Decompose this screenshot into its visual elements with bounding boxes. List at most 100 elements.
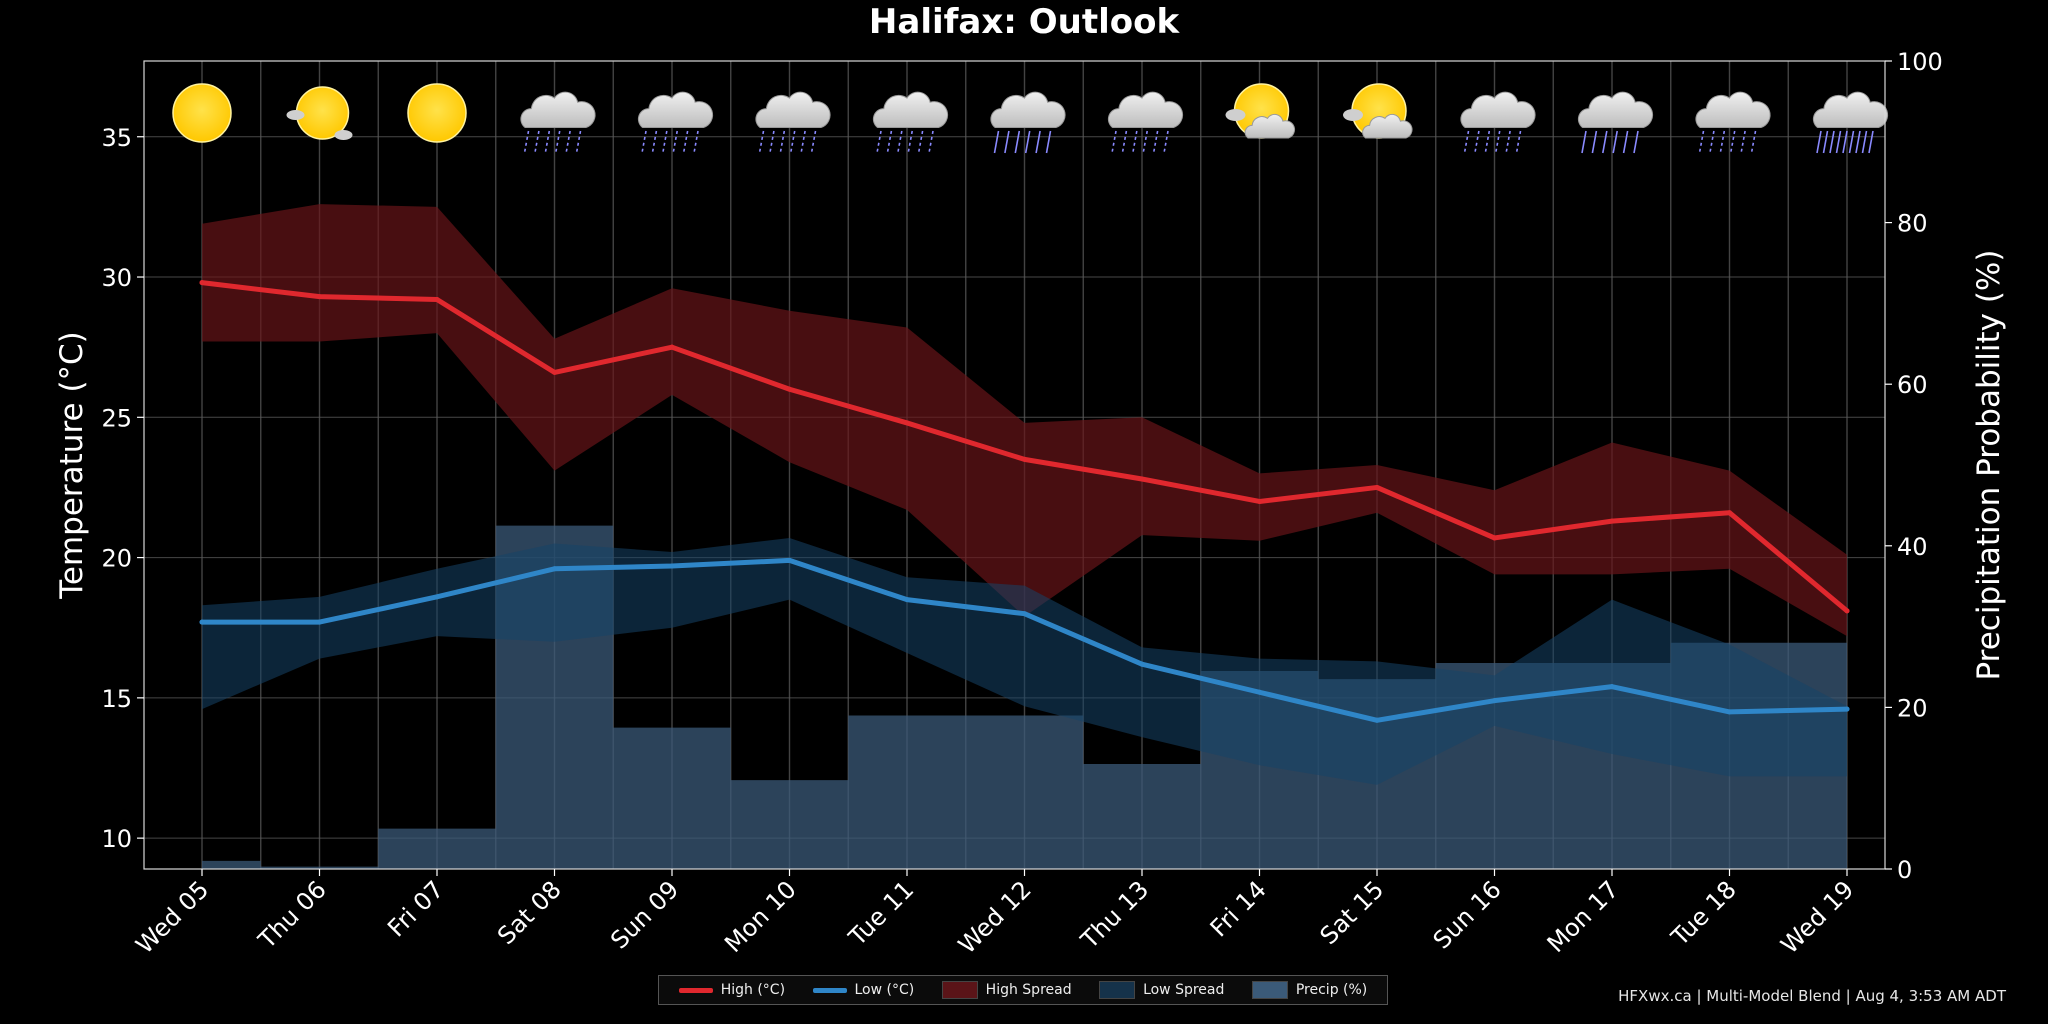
small-cloud-icon [1225,109,1246,121]
rain-drop [523,130,530,154]
cloud-icon [872,91,949,128]
rain-drop [1024,130,1031,154]
legend-item: Precip (%) [1251,981,1367,999]
rain-drop [1622,130,1629,154]
rain-drop [779,130,786,154]
x-tick-label: Wed 05 [130,875,214,959]
showers-icon [1107,91,1184,154]
high-line-point [1139,476,1145,482]
rain-drop [769,130,775,154]
showers-icon [637,91,714,154]
low-line-point [1374,717,1380,723]
precip-bar [966,715,1084,869]
showers-icon [1460,91,1536,154]
high-line-point [904,420,910,426]
rain-drop [662,130,668,154]
rain-drop [1612,130,1618,154]
precip-bar [848,715,966,869]
high-line-point [1022,456,1027,462]
legend-item: Low (°C) [812,982,915,998]
low-line-point [552,566,557,572]
small-cloud-icon [286,110,305,120]
rain-drop [758,130,765,154]
small-cloud-icon [1343,109,1363,121]
x-tick-label: Fri 07 [382,875,449,942]
rain-drop [1698,130,1705,154]
y-tick-label: 10 [101,825,132,853]
low-line-point [1022,611,1027,617]
legend-swatch [1099,981,1136,999]
rain-drop [565,130,571,154]
rain-drop [1463,130,1470,154]
high-line-point [1257,498,1262,504]
rain-drop [1842,130,1848,154]
rain-drop [1142,130,1148,154]
rain-drop [693,130,699,154]
legend-item: High (°C) [678,982,785,998]
low-line-point [669,563,675,569]
rain-drop [682,130,689,154]
rain-icon [990,91,1066,154]
high-line-point [434,296,440,302]
rain-icon [1577,91,1654,154]
low-line-point [317,619,322,625]
legend-label: Low Spread [1143,982,1225,998]
low-line-point [787,557,792,563]
rain-drop [1835,130,1842,154]
high-line-point [1374,484,1380,490]
legend-label: Low (°C) [854,982,915,998]
spread-layer [202,204,1847,785]
y2-tick-label: 100 [1897,48,1943,76]
low-line-point [1844,706,1850,712]
partly-sunny-icon [1343,83,1413,139]
rain-drop [1719,130,1726,154]
high-line-point [1492,535,1497,541]
sun-icon [407,83,467,143]
rain-drop [1581,130,1587,154]
series-layer [199,280,1850,723]
x-tick-label: Sat 15 [1315,875,1390,950]
legend-swatch [678,987,713,993]
rain-drop [1740,130,1746,154]
small-cloud-icon [334,130,353,140]
y-tick-label: 30 [101,264,132,292]
low-line-point [199,619,205,625]
cloud-icon [1577,91,1654,128]
high-line-point [199,280,205,286]
x-tick-label: Tue 18 [1665,875,1741,951]
cloud-icon [637,91,714,128]
y2-tick-label: 60 [1897,371,1928,399]
x-tick-label: Tue 11 [843,875,919,951]
rain-drop [1829,130,1835,154]
cloud-icon [1812,91,1889,128]
rain-drop [672,130,678,154]
low-line-point [1492,698,1497,704]
low-spread-band [202,537,1847,785]
rain-drop [1111,130,1117,154]
precip-bar [202,861,261,869]
rain-drop [1152,130,1159,154]
rain-drop [917,130,924,154]
x-tick-label: Wed 19 [1775,875,1859,959]
y2-tick-label: 20 [1897,694,1928,722]
sun-icon [172,83,232,143]
precip-bar [731,780,849,869]
cloud-icon [755,91,831,128]
rain-drop [1014,130,1021,154]
chart-title: Halifax: Outlook [868,2,1180,42]
plot-frame [143,60,1886,870]
rain-drop [789,130,796,154]
rain-drop [1816,130,1822,154]
legend-item: Low Spread [1099,981,1224,999]
low-line-point [1257,689,1262,695]
x-tick-label: Thu 06 [252,875,331,954]
precip-bar [378,829,496,869]
rain-drop [641,130,647,154]
rain-drop [886,130,893,154]
rain-drop [554,130,561,154]
sunny-icon [172,83,232,143]
y2-tick-label: 80 [1897,210,1928,238]
x-tick-label: Sun 16 [1428,875,1507,954]
rain-drop [1004,130,1010,154]
